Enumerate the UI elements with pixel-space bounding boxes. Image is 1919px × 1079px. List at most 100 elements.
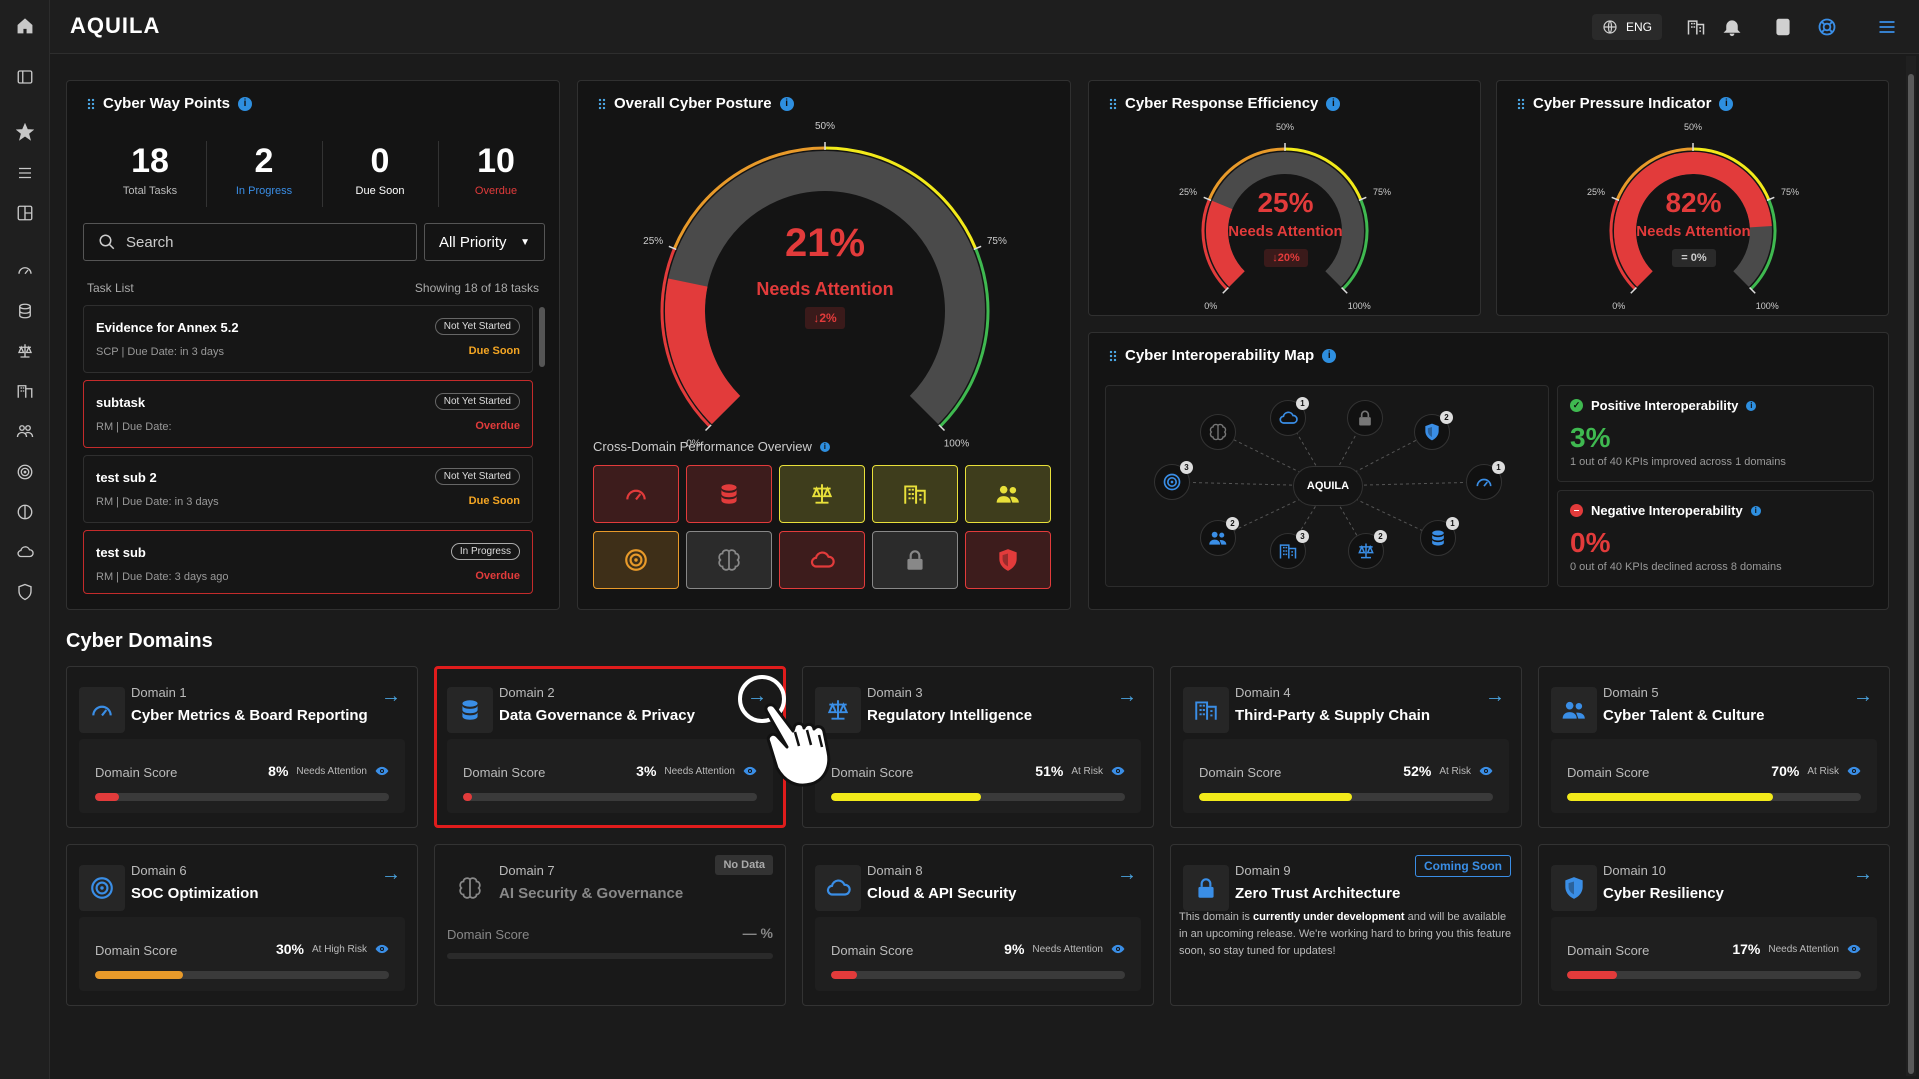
arrow-right-icon[interactable]: → (381, 685, 401, 707)
posture-fill (665, 278, 741, 425)
arrow-right-icon[interactable]: → (1117, 685, 1137, 707)
domain-tile[interactable] (593, 531, 679, 589)
cloud-icon[interactable] (14, 541, 36, 563)
info-icon[interactable]: i (1719, 96, 1734, 111)
info-icon[interactable]: i (819, 441, 830, 452)
database-icon[interactable] (14, 300, 36, 322)
network-node[interactable]: 2 (1348, 530, 1387, 569)
domain-tile[interactable] (872, 465, 958, 523)
network-node[interactable]: 3 (1154, 461, 1193, 500)
domain-card[interactable]: Domain 6 SOC Optimization → Domain Score … (66, 844, 418, 1006)
domain-tile[interactable] (779, 531, 865, 589)
info-icon[interactable]: i (1322, 348, 1337, 363)
support-icon[interactable] (1814, 14, 1840, 40)
app-logo[interactable]: AQUILA (70, 13, 161, 38)
domain-card[interactable]: Domain 2 Data Governance & Privacy → Doma… (434, 666, 786, 828)
scrollbar[interactable] (539, 307, 545, 367)
task-item[interactable]: test sub RM | Due Date: 3 days ago In Pr… (83, 530, 533, 594)
arrow-right-icon[interactable]: → (381, 863, 401, 885)
building-icon[interactable] (14, 380, 36, 402)
task-item[interactable]: test sub 2 RM | Due Date: in 3 days Not … (83, 455, 533, 523)
eye-icon[interactable] (1847, 766, 1861, 776)
info-icon[interactable]: i (237, 96, 252, 111)
arrow-right-icon[interactable]: → (1853, 685, 1873, 707)
info-icon[interactable]: i (1326, 96, 1341, 111)
arrow-right-icon[interactable]: → (1485, 685, 1505, 707)
domain-card[interactable]: Domain 9 Zero Trust Architecture Coming S… (1170, 844, 1522, 1006)
eye-icon[interactable] (375, 766, 389, 776)
arrow-right-icon[interactable]: → (1853, 863, 1873, 885)
list-icon[interactable] (14, 162, 36, 184)
stat-due-soon[interactable]: 0 Due Soon (324, 141, 436, 197)
network-node[interactable]: 2 (1200, 517, 1239, 556)
language-selector[interactable]: ENG (1592, 14, 1662, 40)
drag-handle-icon[interactable] (87, 97, 95, 110)
stat-total-tasks[interactable]: 18 Total Tasks (94, 141, 206, 197)
domain-card[interactable]: Domain 1 Cyber Metrics & Board Reporting… (66, 666, 418, 828)
network-node[interactable]: 1 (1270, 397, 1309, 436)
domain-card[interactable]: Domain 5 Cyber Talent & Culture → Domain … (1538, 666, 1890, 828)
network-node[interactable] (1347, 400, 1383, 436)
panel-title: Cyber Way Points i (87, 95, 252, 112)
eye-icon[interactable] (1111, 766, 1125, 776)
eye-icon[interactable] (1479, 766, 1493, 776)
page-scrollbar-thumb[interactable] (1908, 74, 1914, 1074)
domain-card[interactable]: Domain 10 Cyber Resiliency → Domain Score… (1538, 844, 1890, 1006)
task-list-label: Task List (87, 281, 134, 295)
posture-gauge: 0% 25% 50% 75% 100% (643, 121, 1007, 450)
menu-icon[interactable] (1874, 14, 1900, 40)
eye-icon[interactable] (375, 944, 389, 954)
network-node[interactable]: 3 (1270, 530, 1309, 569)
drag-handle-icon[interactable] (598, 97, 606, 110)
stat-in-progress[interactable]: 2 In Progress (208, 141, 320, 197)
task-item[interactable]: subtask RM | Due Date: Not Yet Started O… (83, 380, 533, 448)
sidebar-toggle-icon[interactable] (14, 66, 36, 88)
arrow-right-icon[interactable]: → (747, 685, 767, 707)
due-label: Overdue (475, 420, 520, 432)
drag-handle-icon[interactable] (1517, 97, 1525, 110)
drag-handle-icon[interactable] (1109, 97, 1117, 110)
domain-card[interactable]: Domain 3 Regulatory Intelligence → Domain… (802, 666, 1154, 828)
page-scrollbar-track[interactable] (1906, 56, 1916, 1076)
brain-icon[interactable] (14, 501, 36, 523)
drag-handle-icon[interactable] (1109, 349, 1117, 362)
users-icon[interactable] (14, 420, 36, 442)
target-icon[interactable] (14, 461, 36, 483)
domain-tile[interactable] (965, 531, 1051, 589)
speedometer-icon (89, 697, 115, 723)
network-node[interactable]: 2 (1414, 411, 1453, 450)
network-node[interactable]: 1 (1466, 461, 1505, 500)
domain-tile[interactable] (965, 465, 1051, 523)
inbox-icon[interactable] (1770, 14, 1796, 40)
info-icon[interactable]: i (1746, 400, 1757, 411)
home-icon[interactable] (14, 15, 36, 37)
task-item[interactable]: Evidence for Annex 5.2 SCP | Due Date: i… (83, 305, 533, 373)
network-node[interactable]: 1 (1420, 517, 1459, 556)
domain-tile[interactable] (779, 465, 865, 523)
eye-icon[interactable] (1111, 944, 1125, 954)
domain-tile[interactable] (872, 531, 958, 589)
layout-icon[interactable] (14, 202, 36, 224)
priority-select[interactable]: All Priority ▼ (424, 223, 545, 261)
info-icon[interactable]: i (779, 96, 794, 111)
info-icon[interactable]: i (1750, 505, 1761, 516)
speedometer-icon[interactable] (14, 259, 36, 281)
domain-tile[interactable] (686, 465, 772, 523)
building-icon[interactable] (1683, 14, 1709, 40)
scale-icon[interactable] (14, 340, 36, 362)
arrow-right-icon[interactable]: → (1117, 863, 1137, 885)
stat-overdue[interactable]: 10 Overdue (440, 141, 552, 197)
domain-card[interactable]: Domain 4 Third-Party & Supply Chain → Dom… (1170, 666, 1522, 828)
shield-icon[interactable] (14, 581, 36, 603)
domain-tile[interactable] (686, 531, 772, 589)
eye-icon[interactable] (1847, 944, 1861, 954)
domain-tile[interactable] (593, 465, 679, 523)
search-input[interactable]: Search (83, 223, 417, 261)
bell-icon[interactable] (1719, 14, 1745, 40)
domain-card[interactable]: Domain 8 Cloud & API Security → Domain Sc… (802, 844, 1154, 1006)
response-tick (1341, 287, 1348, 294)
domain-score-bar (95, 793, 389, 801)
star-icon[interactable] (14, 121, 36, 143)
domain-card[interactable]: Domain 7 AI Security & Governance No Data… (434, 844, 786, 1006)
network-node[interactable] (1200, 414, 1236, 450)
